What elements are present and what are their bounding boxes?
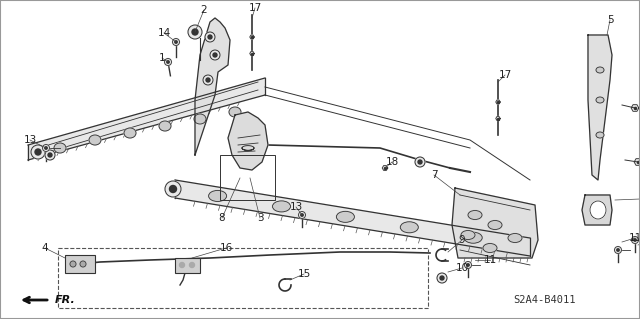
Polygon shape: [631, 105, 639, 111]
Polygon shape: [382, 166, 388, 170]
Bar: [58, 248, 428, 308]
Text: S2A4-B4011: S2A4-B4011: [514, 295, 576, 305]
Circle shape: [31, 145, 45, 159]
Circle shape: [418, 160, 422, 164]
Circle shape: [35, 149, 41, 155]
Text: 1: 1: [159, 53, 165, 63]
Ellipse shape: [229, 107, 241, 117]
Circle shape: [213, 53, 217, 57]
Circle shape: [437, 273, 447, 283]
Text: 11: 11: [483, 255, 497, 265]
Circle shape: [467, 264, 469, 266]
Text: 13: 13: [24, 135, 36, 145]
Circle shape: [188, 25, 202, 39]
Ellipse shape: [194, 114, 206, 124]
Ellipse shape: [483, 243, 497, 253]
Ellipse shape: [596, 97, 604, 103]
Text: 18: 18: [385, 157, 399, 167]
Text: 9: 9: [459, 235, 465, 245]
Circle shape: [614, 247, 621, 254]
Circle shape: [165, 181, 181, 197]
Ellipse shape: [488, 220, 502, 229]
Circle shape: [301, 214, 303, 216]
Text: 14: 14: [157, 28, 171, 38]
Ellipse shape: [54, 143, 66, 153]
Ellipse shape: [124, 128, 136, 138]
Ellipse shape: [461, 231, 475, 240]
Circle shape: [632, 236, 639, 243]
Polygon shape: [452, 188, 538, 258]
Circle shape: [205, 32, 215, 42]
Text: 13: 13: [289, 202, 303, 212]
Text: FR.: FR.: [55, 295, 76, 305]
Ellipse shape: [273, 201, 291, 212]
Circle shape: [440, 276, 444, 280]
Ellipse shape: [596, 132, 604, 138]
Circle shape: [192, 29, 198, 35]
Bar: [65, 255, 95, 273]
Circle shape: [175, 41, 177, 43]
Text: 4: 4: [42, 243, 48, 253]
Circle shape: [45, 147, 47, 149]
Circle shape: [70, 261, 76, 267]
Polygon shape: [582, 195, 612, 225]
Text: 17: 17: [248, 3, 262, 13]
Polygon shape: [250, 52, 254, 56]
Ellipse shape: [159, 121, 171, 131]
Text: 5: 5: [607, 15, 613, 25]
Text: 3: 3: [257, 213, 263, 223]
Circle shape: [179, 263, 184, 268]
Circle shape: [48, 153, 52, 157]
Circle shape: [80, 261, 86, 267]
Circle shape: [203, 75, 213, 85]
Circle shape: [189, 263, 195, 268]
Polygon shape: [634, 159, 640, 165]
Circle shape: [173, 39, 179, 46]
Polygon shape: [250, 35, 254, 39]
Bar: [175, 258, 200, 273]
Circle shape: [415, 157, 425, 167]
Polygon shape: [28, 78, 265, 160]
Circle shape: [42, 145, 49, 152]
Circle shape: [465, 262, 472, 269]
Ellipse shape: [89, 135, 101, 145]
Circle shape: [298, 211, 305, 219]
Ellipse shape: [468, 211, 482, 219]
Ellipse shape: [596, 67, 604, 73]
Text: 10: 10: [456, 263, 468, 273]
Polygon shape: [496, 100, 500, 104]
Circle shape: [45, 150, 55, 160]
Text: 11: 11: [628, 233, 640, 243]
Ellipse shape: [508, 234, 522, 242]
Ellipse shape: [464, 232, 482, 243]
Circle shape: [206, 78, 210, 82]
Text: 15: 15: [298, 269, 310, 279]
Text: 17: 17: [499, 70, 511, 80]
Text: 8: 8: [219, 213, 225, 223]
Circle shape: [210, 50, 220, 60]
Polygon shape: [195, 18, 230, 155]
Circle shape: [167, 61, 169, 63]
Text: 2: 2: [201, 5, 207, 15]
Ellipse shape: [209, 190, 227, 202]
Bar: [220, 155, 275, 200]
Polygon shape: [588, 35, 612, 180]
Circle shape: [164, 58, 172, 65]
Polygon shape: [175, 180, 530, 256]
Circle shape: [634, 239, 636, 241]
Ellipse shape: [590, 201, 606, 219]
Circle shape: [170, 186, 177, 192]
Ellipse shape: [337, 211, 355, 222]
Circle shape: [208, 35, 212, 39]
Polygon shape: [496, 117, 500, 120]
Text: 16: 16: [220, 243, 232, 253]
Ellipse shape: [400, 222, 419, 233]
Circle shape: [617, 249, 620, 251]
Polygon shape: [228, 112, 268, 170]
Text: 7: 7: [431, 170, 437, 180]
